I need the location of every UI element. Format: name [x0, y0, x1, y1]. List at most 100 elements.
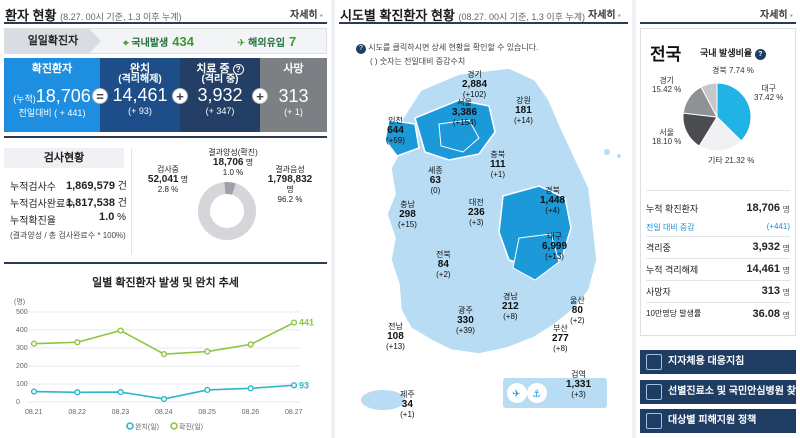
pie-slice[interactable]	[698, 116, 742, 152]
domestic-value: 434	[172, 34, 194, 49]
ratio-title-row: 국내 발생비율 ?	[700, 46, 766, 60]
help-icon[interactable]: ?	[232, 64, 244, 75]
region-label[interactable]: 인천 644 (+59)	[386, 116, 405, 146]
deaths-change: (+ 1)	[284, 107, 303, 117]
support-policy-label: 대상별 피해지원 정책	[668, 415, 757, 426]
series-point[interactable]	[30, 388, 38, 395]
ulleung-island	[604, 149, 610, 155]
donut-negative-label: 결과음성 1,798,832 명 96.2 %	[254, 165, 326, 205]
title-rule	[4, 22, 327, 24]
region-label[interactable]: 제주 34 (+1)	[400, 390, 415, 420]
legend-label: 완치(일)	[135, 422, 159, 431]
series-point[interactable]	[160, 395, 168, 403]
region-title-rule	[339, 22, 628, 24]
released-sub: (격리해제)	[118, 74, 162, 85]
x-tick-label: 08.22	[68, 409, 86, 416]
quarantine-box[interactable]	[503, 378, 607, 408]
plane-icon-circle	[507, 383, 527, 403]
map-tip-1: ? 시도를 클릭하시면 상세 현황을 확인할 수 있습니다.	[356, 42, 538, 54]
pie-gyeonggi-name: 경기	[659, 76, 675, 85]
confirmed-box[interactable]: 확진환자 (누적)18,706 전일대비 ( + 441)	[4, 58, 100, 132]
national-box	[640, 28, 796, 336]
incheon-region[interactable]	[384, 119, 420, 157]
region-name: 서울	[457, 98, 472, 107]
daegu-region[interactable]	[512, 233, 560, 281]
series-point[interactable]	[74, 389, 81, 396]
region-change: (+1)	[400, 410, 415, 419]
region-label[interactable]: 충남 298 (+15)	[398, 200, 417, 230]
region-label[interactable]: 강원 181 (+14)	[514, 96, 533, 126]
region-value: 63	[429, 175, 441, 186]
x-tick-label: 08.21	[25, 409, 43, 416]
series-point[interactable]	[204, 386, 211, 394]
series-point[interactable]	[117, 388, 124, 396]
region-label[interactable]: 대구 6,999 (+13)	[542, 232, 567, 262]
series-point[interactable]	[30, 340, 38, 347]
series-point[interactable]	[204, 348, 211, 355]
treating-box[interactable]: 치료 중 ? (격리 중) 3,932 (+ 347)	[180, 58, 260, 132]
series-point[interactable]	[117, 327, 124, 334]
tests-divider	[131, 148, 132, 254]
region-label[interactable]: 경기 2,884 (+102)	[462, 70, 487, 100]
region-label[interactable]: 광주 330 (+39)	[456, 306, 475, 336]
national-title-rule	[640, 22, 796, 24]
series-line	[33, 321, 295, 355]
series-point[interactable]	[160, 351, 168, 358]
test-done-unit: 건	[117, 198, 127, 209]
region-label[interactable]: 대전 236 (+3)	[468, 198, 485, 228]
released-box[interactable]: 완치 (격리해제) 14,461 (+ 93)	[100, 58, 180, 132]
series-point[interactable]	[74, 339, 81, 346]
legend-marker	[170, 422, 178, 430]
region-more-link[interactable]: 자세히	[588, 6, 621, 21]
series-point[interactable]	[247, 385, 254, 392]
region-label[interactable]: 울산 80 (+2)	[570, 296, 585, 326]
pie-slice[interactable]	[716, 82, 752, 142]
ship-icon-circle	[527, 383, 547, 403]
series-point[interactable]	[247, 341, 254, 348]
region-label[interactable]: 전남 108 (+13)	[386, 322, 405, 352]
test-rate-unit: %	[117, 212, 126, 223]
stats-rule-2	[646, 236, 790, 237]
legend-label: 확진(일)	[179, 422, 203, 431]
region-value: 330	[457, 315, 474, 326]
region-label[interactable]: 충북 111 (+1)	[490, 150, 506, 180]
region-label[interactable]: 부산 277 (+8)	[552, 324, 569, 354]
stat-rate-label: 10만명당 발생률	[646, 309, 702, 318]
region-value: 1,331	[566, 379, 592, 390]
deaths-box[interactable]: 사망 313 (+ 1)	[260, 58, 327, 132]
stat-confirmed-label: 누적 확진환자	[646, 204, 699, 214]
confirmed-change-value: ( + 441)	[54, 108, 86, 118]
stat-deaths-unit: 명	[782, 288, 790, 297]
confirmed-label: 확진환자	[31, 63, 73, 75]
region-label[interactable]: 세종 63 (0)	[428, 166, 443, 196]
series-point[interactable]	[290, 382, 298, 389]
national-more-link[interactable]: 자세히	[760, 6, 793, 21]
region-label[interactable]: 검역 1,331 (+3)	[566, 370, 591, 400]
plus-sign-1: +	[172, 88, 188, 104]
pie-daegu-pct: 37.42 %	[754, 93, 784, 102]
pin-icon: ⌖	[123, 38, 129, 49]
clinic-finder-button[interactable]: 선별진료소 및 국민안심병원 찾기	[640, 380, 800, 404]
region-name: 검역	[571, 370, 586, 379]
series-point[interactable]	[290, 319, 298, 326]
last-value-label: 93	[299, 380, 309, 390]
stat-isolated-unit: 명	[782, 244, 790, 253]
test-done-val: 1,817,538 건	[66, 194, 127, 209]
jeju-region[interactable]	[361, 390, 405, 410]
support-policy-button[interactable]: 대상별 피해지원 정책	[640, 409, 796, 433]
region-change: (+154)	[452, 118, 477, 127]
region-label[interactable]: 서울 3,386 (+154)	[452, 98, 477, 128]
deaths-value: 313	[278, 86, 309, 106]
patient-more-link[interactable]: 자세히	[290, 6, 323, 21]
pie-label-other: 기타 21.32 %	[708, 156, 754, 165]
region-change: (+3)	[571, 390, 586, 399]
region-label[interactable]: 경북 1,448 (+4)	[540, 186, 565, 216]
region-label[interactable]: 전북 84 (+2)	[436, 250, 451, 280]
pie-slice[interactable]	[700, 82, 718, 118]
local-guideline-button[interactable]: 지자체용 대응지침	[640, 350, 796, 374]
seoul-region[interactable]	[438, 119, 480, 153]
domestic-label: 국내발생	[131, 38, 169, 49]
region-label[interactable]: 경남 212 (+8)	[502, 292, 519, 322]
help-icon[interactable]: ?	[754, 49, 766, 60]
pie-daegu-name: 대구	[761, 84, 777, 93]
